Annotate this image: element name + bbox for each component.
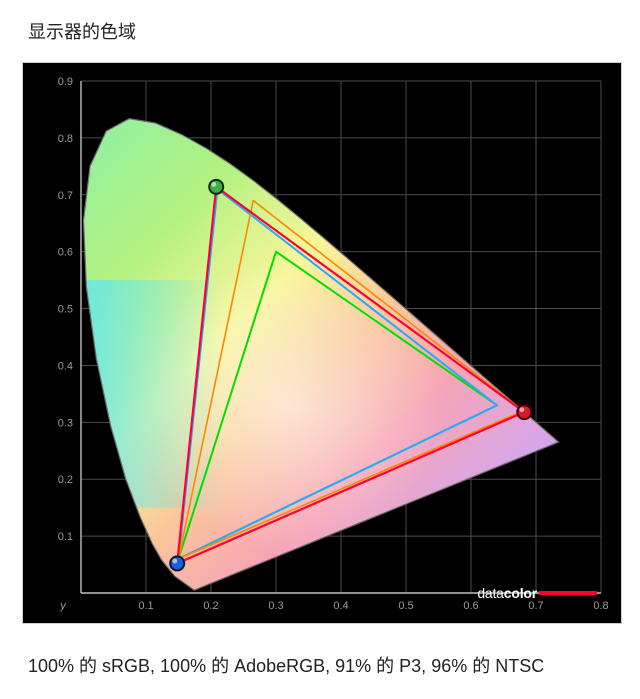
x-tick-label: 0.5 [398, 600, 413, 612]
y-tick-label: 0.9 [58, 76, 73, 88]
x-tick-label: 0.4 [333, 600, 348, 612]
x-tick-label: 0.7 [528, 600, 543, 612]
chart-title: 显示器的色域 [28, 18, 620, 44]
x-tick-label: 0.6 [463, 600, 478, 612]
primary-marker [517, 405, 531, 419]
y-tick-label: 0.2 [58, 474, 73, 486]
x-tick-label: 0.8 [593, 600, 608, 612]
primary-marker [209, 180, 223, 194]
y-tick-label: 0.3 [58, 417, 73, 429]
watermark-part1: data [477, 585, 503, 601]
datacolor-watermark: datacolor [477, 585, 597, 601]
chromaticity-chart: 0.1 0.2 0.3 0.4 0.5 0.6 0.7 0.8 0.1 0.2 0.3 0.4 0.5 0… [22, 62, 622, 624]
y-tick-label: 0.6 [58, 247, 73, 259]
watermark-underline [539, 591, 597, 595]
y-tick-label: 0.5 [58, 304, 73, 316]
y-tick-label: 0.1 [58, 531, 73, 543]
primary-marker [170, 556, 184, 570]
x-tick-label: 0.1 [138, 600, 153, 612]
y-tick-label: 0.8 [58, 133, 73, 145]
x-tick-label: 0.3 [268, 600, 283, 612]
x-tick-label: 0.2 [203, 600, 218, 612]
y-tick-label: 0.4 [58, 360, 73, 372]
chart-caption: 100% 的 sRGB, 100% 的 AdobeRGB, 91% 的 P3, … [28, 652, 620, 681]
watermark-part2: color [504, 585, 537, 601]
page-root: 显示器的色域 0.1 0.2 0.3 0.4 0.5 0.6 0.7 0.8 0.1 0.2 0.3… [0, 0, 640, 681]
y-tick-label: 0.7 [58, 190, 73, 202]
